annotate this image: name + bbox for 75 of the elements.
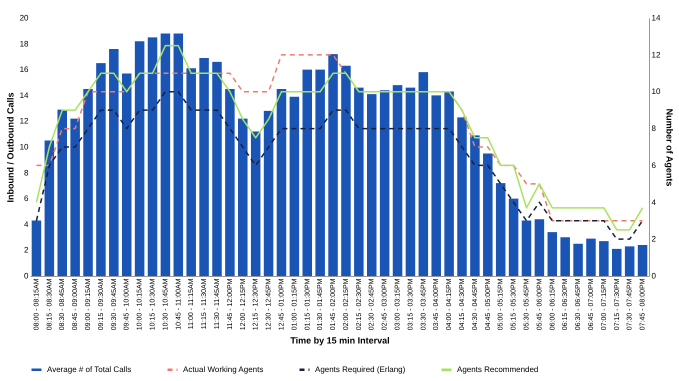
bar [174, 33, 184, 276]
bar [32, 220, 42, 276]
y-axis-title: Inbound / Outbound Calls [6, 92, 16, 202]
y-tick-label: 6 [24, 194, 30, 204]
line-series [36, 90, 644, 240]
bar [199, 58, 209, 276]
y2-axis-title: Number of Agents [664, 108, 674, 186]
bar [431, 95, 441, 276]
legend-label: Actual Working Agents [183, 364, 264, 374]
bar [380, 90, 390, 276]
y2-tick-label: 6 [652, 160, 656, 170]
bar [638, 245, 648, 276]
x-axis-title: Time by 15 min Interval [290, 335, 390, 346]
y-tick-label: 0 [24, 272, 30, 280]
bar [160, 33, 170, 276]
y2-tick-label: 4 [652, 198, 656, 207]
y-tick-label: 18 [20, 39, 30, 48]
y2-tick-label: 14 [652, 14, 661, 22]
y2-tick-label: 0 [652, 272, 656, 280]
bar [508, 198, 518, 276]
legend-label: Agents Recommended [457, 364, 538, 374]
bar [586, 238, 596, 276]
bar [109, 48, 119, 276]
bar [122, 73, 132, 276]
bar [238, 118, 248, 276]
bar [392, 85, 402, 276]
bar [560, 237, 570, 276]
bar [406, 88, 416, 276]
y-tick-label: 20 [20, 14, 30, 22]
bar [483, 153, 493, 276]
bar [186, 68, 196, 276]
bar [315, 70, 325, 276]
legend-label: Agents Required (Erlang) [315, 364, 406, 374]
bar [522, 220, 532, 276]
bar [70, 118, 80, 276]
bar [534, 219, 544, 276]
y-tick-label: 2 [24, 246, 30, 255]
bar [148, 37, 158, 276]
bar [548, 232, 558, 276]
bar [599, 241, 609, 276]
bar [624, 246, 634, 276]
bar [302, 70, 312, 276]
bar [612, 248, 622, 276]
bar [250, 132, 260, 276]
y2-tick-label: 10 [652, 87, 661, 96]
bar [470, 135, 480, 276]
y-tick-label: 10 [20, 142, 30, 152]
bar [354, 88, 364, 276]
y-tick-label: 14 [20, 90, 30, 100]
bar [57, 110, 67, 276]
bar [44, 140, 54, 276]
bar [134, 41, 144, 276]
bar [96, 63, 106, 276]
bar [573, 244, 583, 276]
y-tick-label: 4 [24, 220, 30, 229]
bar [212, 62, 222, 276]
bar [290, 96, 300, 276]
bar [276, 88, 286, 276]
bar [83, 88, 93, 276]
bar [457, 117, 467, 276]
bar [496, 183, 506, 276]
y-tick-label: 8 [24, 168, 30, 178]
bar [444, 92, 454, 276]
y2-tick-label: 12 [652, 50, 661, 60]
y-tick-label: 16 [20, 65, 30, 74]
y2-tick-label: 2 [652, 234, 656, 244]
bar [366, 94, 376, 276]
legend-label: Average # of Total Calls [47, 364, 132, 374]
bar [264, 110, 274, 276]
bar [225, 88, 235, 276]
bar [418, 72, 428, 276]
bar [341, 66, 351, 276]
y2-tick-label: 8 [652, 124, 656, 134]
bar [328, 54, 338, 276]
y-tick-label: 12 [20, 116, 30, 126]
